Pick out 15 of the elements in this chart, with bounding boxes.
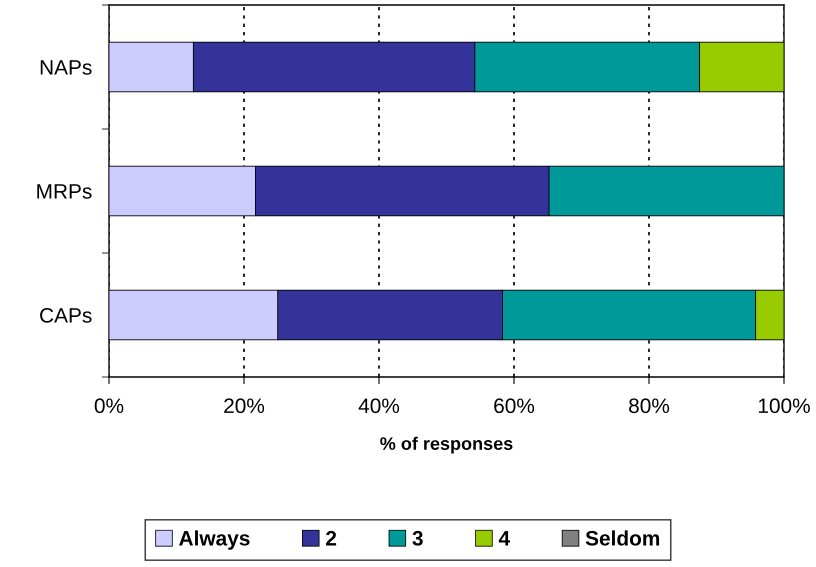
legend-label: 2 (326, 530, 336, 546)
y-tick-label: CAPs (40, 308, 92, 323)
x-tick-label: 60% (494, 398, 534, 414)
x-tick-label: 100% (758, 398, 810, 414)
legend-label: Seldom (586, 530, 660, 546)
legend-label: 3 (412, 530, 423, 546)
x-tick-label: 0% (94, 398, 124, 414)
x-tick-label: 20% (224, 398, 264, 414)
y-tick-label: MRPs (37, 184, 92, 199)
legend-label: Always (179, 530, 250, 550)
x-tick-label: 80% (629, 398, 670, 414)
y-tick-label: NAPs (40, 60, 92, 75)
x-axis-title: % of responses (380, 436, 512, 454)
legend-label: 4 (498, 531, 510, 546)
x-tick-label: 40% (358, 398, 400, 414)
